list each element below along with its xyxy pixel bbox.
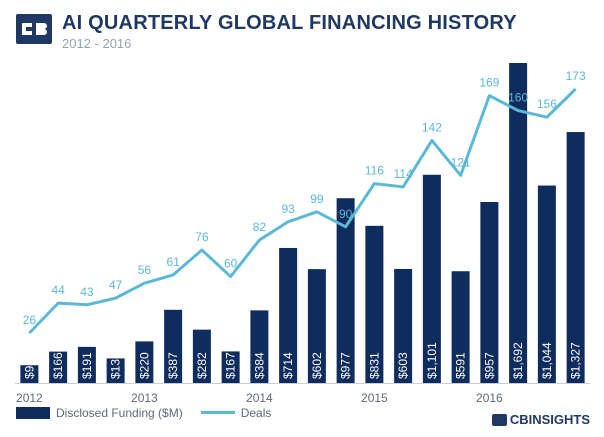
funding-bar-label: $282 [195,352,209,379]
brand-text: CBINSIGHTS [509,412,590,428]
legend-swatch-deals [200,411,235,415]
funding-bar [135,341,154,383]
chart-title: AI QUARTERLY GLOBAL FINANCING HISTORY [62,12,517,34]
deals-point-label: 93 [281,202,295,216]
legend-label-deals: Deals [240,405,272,420]
funding-bar-label: $384 [252,352,266,379]
deals-point-label: 56 [138,263,152,277]
deals-point-label: 90 [339,207,353,221]
x-tick-label: 2014 [246,391,273,405]
deals-point-label: 156 [537,97,557,111]
deals-point-label: 99 [310,192,324,206]
funding-bar-label: $591 [454,352,468,379]
deals-point-label: 116 [365,164,384,178]
funding-bar-label: $603 [396,352,410,379]
funding-bar-label: $602 [310,352,324,379]
deals-point-label: 26 [23,313,37,327]
funding-bar [422,174,441,383]
funding-bar-label: $167 [224,352,238,379]
funding-bar [365,225,384,383]
deals-point-label: 160 [508,91,528,105]
funding-bar [192,329,211,383]
x-tick-label: 2013 [131,391,158,405]
funding-bar-label: $387 [166,352,180,379]
funding-bar [566,132,585,383]
chart-subtitle: 2012 - 2016 [62,36,132,51]
funding-bar [394,268,413,383]
deals-point-label: 114 [394,167,413,181]
deals-point-label: 121 [451,155,471,169]
deals-point-label: 47 [109,278,123,292]
deals-point-label: 44 [51,283,65,297]
deals-point-label: 169 [479,76,499,90]
funding-bar [77,346,96,383]
funding-bar-label: $977 [339,352,353,379]
deals-point-label: 61 [166,255,180,269]
x-tick-label: 2012 [16,391,43,405]
bars-layer [20,63,585,383]
deals-point-label: 142 [422,120,442,134]
funding-bar [451,271,470,383]
deals-point-label: 43 [80,285,94,299]
funding-bar-label: $714 [281,352,295,379]
funding-bar-label: $1,692 [511,342,525,379]
funding-bar-label: $220 [137,352,151,379]
deals-point-label: 76 [195,230,209,244]
funding-bar [307,269,326,383]
x-axis: 2012 2013 2014 2015 2016 [15,383,590,405]
deals-point-label: 82 [253,220,267,234]
x-tick-label: 2016 [476,391,503,405]
funding-bar [250,310,269,383]
brand-footer: CBINSIGHTS [491,411,590,428]
funding-bar [106,358,125,383]
funding-bar [509,63,528,383]
funding-bar-label: $1,327 [569,342,583,379]
legend-swatch-funding [16,406,50,419]
deals-point-label: 60 [224,257,238,271]
funding-bar-label: $191 [80,352,94,379]
funding-bar [480,202,499,383]
funding-bar-label: $166 [51,352,65,379]
legend-label-funding: Disclosed Funding ($M) [56,405,183,420]
labels-layer: $94 $166 $191 $130 $220 $387 $282 $167 $384 $714 $… [22,69,586,379]
deals-line [28,87,577,335]
funding-bar [537,185,556,383]
cb-logo-icon [491,413,507,426]
funding-bar-label: $94 [22,359,36,379]
chart-legend: Disclosed Funding ($M) Deals [16,405,271,421]
funding-bar-label: $957 [482,352,496,379]
funding-bar [279,247,298,383]
funding-bar [49,351,68,383]
deals-point-label: 173 [566,69,586,83]
line-layer [28,87,577,335]
funding-bar-label: $831 [367,352,381,379]
funding-bar [20,365,39,383]
x-tick-label: 2015 [361,391,388,405]
funding-bar-label: $1,101 [425,342,439,379]
funding-bar-label: $1,044 [540,342,554,379]
funding-bar [164,309,183,383]
funding-bar-label: $130 [109,352,123,379]
cb-insights-logo-icon [16,14,52,44]
funding-bar [336,198,355,383]
funding-bar [221,351,240,383]
